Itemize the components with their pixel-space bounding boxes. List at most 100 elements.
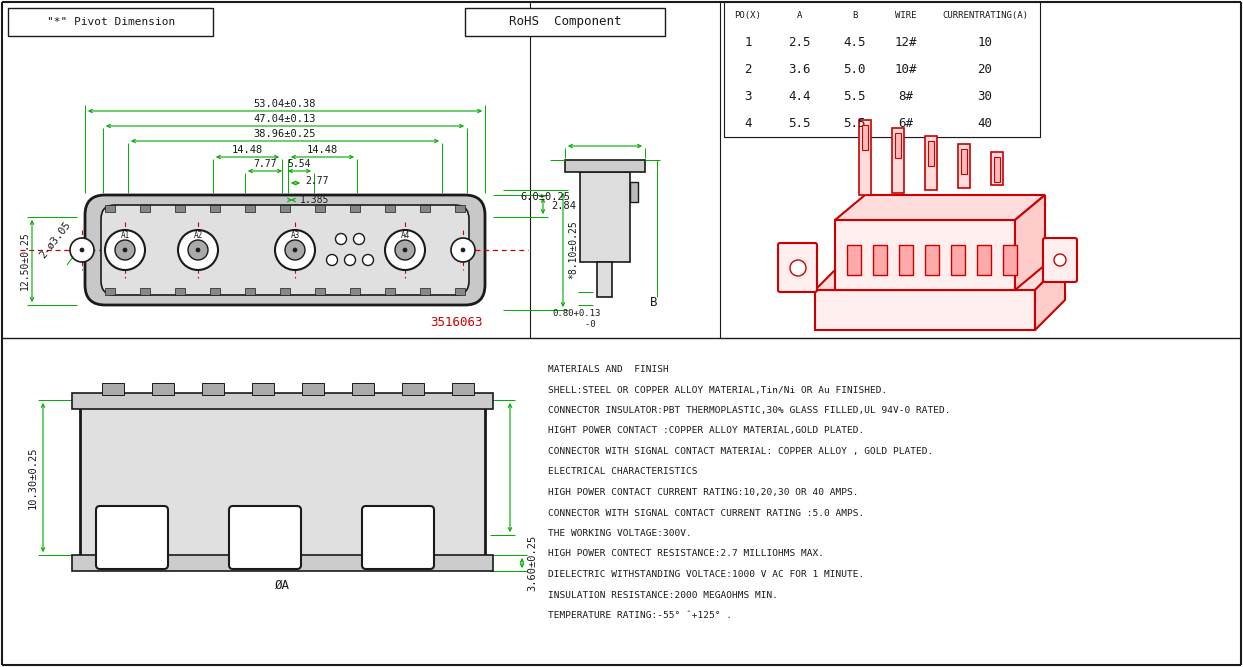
Circle shape <box>403 248 406 252</box>
Bar <box>892 128 904 193</box>
FancyBboxPatch shape <box>101 205 469 295</box>
Bar <box>925 245 938 275</box>
Text: 14.48: 14.48 <box>307 145 338 155</box>
Bar <box>958 144 970 188</box>
Bar <box>175 205 185 212</box>
Polygon shape <box>1035 260 1065 330</box>
Circle shape <box>293 248 297 252</box>
Bar <box>1003 245 1017 275</box>
Text: A2: A2 <box>194 231 203 239</box>
Text: 10.30±0.25: 10.30±0.25 <box>29 446 39 509</box>
Circle shape <box>188 240 208 260</box>
Text: 38.96±0.25: 38.96±0.25 <box>254 129 316 139</box>
Text: B: B <box>650 295 658 309</box>
FancyBboxPatch shape <box>229 506 301 569</box>
Text: 8#: 8# <box>899 90 914 103</box>
Circle shape <box>451 238 475 262</box>
Text: HIGHT POWER CONTACT :COPPER ALLOY MATERIAL,GOLD PLATED.: HIGHT POWER CONTACT :COPPER ALLOY MATERI… <box>548 426 864 436</box>
Text: CONNECTOR WITH SIGNAL CONTACT CURRENT RATING :5.0 AMPS.: CONNECTOR WITH SIGNAL CONTACT CURRENT RA… <box>548 508 864 518</box>
Text: 2: 2 <box>745 63 752 76</box>
Text: 2.77: 2.77 <box>306 176 328 186</box>
Text: 1.385: 1.385 <box>301 195 329 205</box>
Bar <box>420 205 430 212</box>
Text: 6.0±0.25: 6.0±0.25 <box>520 192 571 202</box>
Text: TEMPERATURE RATING:-55° ˆ+125° .: TEMPERATURE RATING:-55° ˆ+125° . <box>548 611 732 620</box>
Circle shape <box>116 240 135 260</box>
Text: 12.50±0.25: 12.50±0.25 <box>20 231 30 290</box>
Bar <box>455 205 465 212</box>
FancyBboxPatch shape <box>1043 238 1076 282</box>
Circle shape <box>395 240 415 260</box>
Bar <box>401 383 424 395</box>
Bar <box>994 157 1001 182</box>
Bar <box>925 136 937 190</box>
Bar <box>175 288 185 295</box>
Bar <box>302 383 324 395</box>
Text: 1: 1 <box>745 36 752 49</box>
Bar <box>210 205 220 212</box>
Text: DIELECTRIC WITHSTANDING VOLTACE:1000 V AC FOR 1 MINUTE.: DIELECTRIC WITHSTANDING VOLTACE:1000 V A… <box>548 570 864 579</box>
Circle shape <box>353 233 364 245</box>
Text: 2-ø3.05: 2-ø3.05 <box>37 219 72 260</box>
Text: CONNECTOR INSULATOR:PBT THERMOPLASTIC,30% GLASS FILLED,UL 94V-0 RATED.: CONNECTOR INSULATOR:PBT THERMOPLASTIC,30… <box>548 406 951 415</box>
Text: HIGH POWER CONTECT RESISTANCE:2.7 MILLIOHMS MAX.: HIGH POWER CONTECT RESISTANCE:2.7 MILLIO… <box>548 550 824 558</box>
Text: 3.6: 3.6 <box>788 63 810 76</box>
Circle shape <box>275 230 314 270</box>
Bar <box>314 288 324 295</box>
Circle shape <box>327 255 338 265</box>
Text: 30: 30 <box>977 90 992 103</box>
Bar <box>873 245 888 275</box>
FancyBboxPatch shape <box>362 506 434 569</box>
Text: RoHS  Component: RoHS Component <box>508 15 622 29</box>
Bar <box>314 205 324 212</box>
FancyBboxPatch shape <box>778 243 817 292</box>
Text: CURRENTRATING(A): CURRENTRATING(A) <box>942 11 1028 20</box>
Text: PO(X): PO(X) <box>735 11 762 20</box>
Text: 3.60±0.25: 3.60±0.25 <box>527 535 537 591</box>
Text: A3: A3 <box>291 231 300 239</box>
Circle shape <box>336 233 347 245</box>
Text: 6#: 6# <box>899 117 914 130</box>
Bar <box>846 245 861 275</box>
Bar <box>104 288 116 295</box>
Text: 53.04±0.38: 53.04±0.38 <box>254 99 316 109</box>
Bar <box>152 383 174 395</box>
Bar <box>723 2 1040 137</box>
Text: 5.5: 5.5 <box>843 90 866 103</box>
Text: "*" Pivot Dimension: "*" Pivot Dimension <box>47 17 175 27</box>
Circle shape <box>344 255 355 265</box>
Circle shape <box>178 230 218 270</box>
Text: A4: A4 <box>400 231 410 239</box>
Bar <box>102 383 124 395</box>
Text: 40: 40 <box>977 117 992 130</box>
Bar <box>859 120 871 195</box>
Bar <box>598 262 613 297</box>
Circle shape <box>461 248 465 252</box>
Text: HIGH POWER CONTACT CURRENT RATING:10,20,30 OR 40 AMPS.: HIGH POWER CONTACT CURRENT RATING:10,20,… <box>548 488 859 497</box>
Text: 0.80+0.13
     -0: 0.80+0.13 -0 <box>553 309 602 329</box>
Circle shape <box>70 238 94 262</box>
Bar <box>991 152 1003 185</box>
Polygon shape <box>815 260 1065 290</box>
Text: 5.5: 5.5 <box>843 117 866 130</box>
Bar <box>420 288 430 295</box>
Bar <box>630 182 638 202</box>
Bar <box>140 205 150 212</box>
Text: 14.48: 14.48 <box>232 145 264 155</box>
Bar <box>861 125 868 150</box>
Bar <box>80 400 485 560</box>
Text: 4.5: 4.5 <box>843 36 866 49</box>
Text: 7.77: 7.77 <box>254 159 277 169</box>
Bar <box>351 288 360 295</box>
Bar <box>961 149 967 174</box>
Text: 4.4: 4.4 <box>788 90 810 103</box>
Text: 10: 10 <box>977 36 992 49</box>
Bar <box>385 288 395 295</box>
Bar <box>104 205 116 212</box>
Text: CONNECTOR WITH SIGNAL CONTACT MATERIAL: COPPER ALLOY , GOLD PLATED.: CONNECTOR WITH SIGNAL CONTACT MATERIAL: … <box>548 447 933 456</box>
Bar <box>899 245 914 275</box>
Text: 5.5: 5.5 <box>788 117 810 130</box>
Circle shape <box>80 248 85 252</box>
Circle shape <box>385 230 425 270</box>
Text: *8.10±0.25: *8.10±0.25 <box>568 221 578 279</box>
